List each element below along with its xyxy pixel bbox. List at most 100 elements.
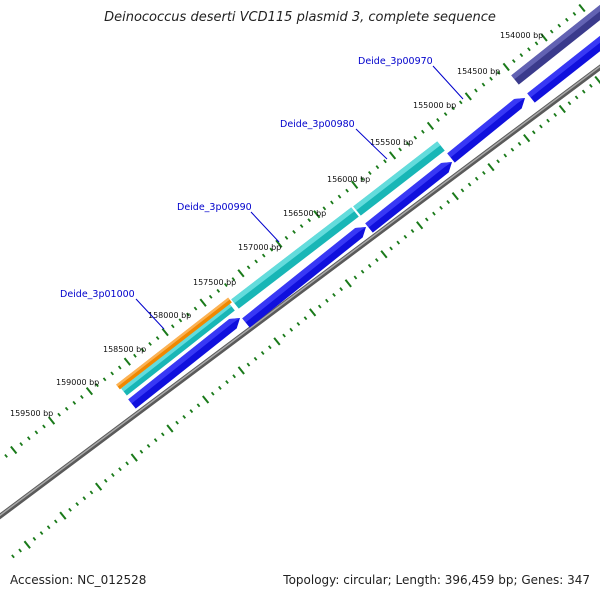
inner-track-tick bbox=[46, 525, 51, 530]
feature-group bbox=[116, 4, 600, 409]
inner-track-tick bbox=[237, 366, 245, 375]
inner-track-tick bbox=[574, 95, 579, 100]
outer-track-tick bbox=[481, 82, 486, 87]
gene-label[interactable]: Deide_3p01000 bbox=[60, 289, 135, 300]
inner-track-tick bbox=[360, 269, 365, 274]
inner-track-tick bbox=[344, 279, 352, 288]
inner-track-tick bbox=[589, 83, 593, 88]
inner-track-tick bbox=[558, 104, 566, 114]
cds-arrow-2-highlight bbox=[365, 162, 452, 228]
inner-track-tick bbox=[325, 298, 329, 303]
outer-track-tick bbox=[123, 357, 131, 366]
outer-track-tick bbox=[246, 265, 251, 270]
inner-track-tick bbox=[153, 438, 158, 443]
gene-band-3p00970-highlight bbox=[511, 4, 600, 80]
cds-arrow-1-highlight bbox=[447, 98, 525, 158]
inner-track-tick bbox=[139, 449, 144, 454]
backbone-line bbox=[0, 64, 600, 520]
gene-band-3p01000-highlight bbox=[121, 303, 232, 392]
outer-track-tick bbox=[261, 253, 266, 258]
outer-track-tick bbox=[199, 298, 207, 307]
tick-label: 159000 bp bbox=[56, 378, 99, 387]
inner-track-tick bbox=[567, 101, 572, 106]
outer-track-tick bbox=[80, 395, 84, 399]
accession-text: Accession: NC_012528 bbox=[10, 573, 147, 587]
inner-track-tick bbox=[53, 519, 58, 524]
inner-track-tick bbox=[467, 182, 472, 187]
inner-track-tick bbox=[517, 141, 522, 146]
gene-label[interactable]: Deide_3p00990 bbox=[177, 202, 252, 213]
inner-track-tick bbox=[410, 229, 415, 233]
inner-track-tick bbox=[546, 118, 550, 123]
cds-arrow-2 bbox=[365, 162, 452, 233]
inner-track-tick bbox=[289, 327, 294, 332]
gene-label-leader bbox=[250, 211, 280, 243]
inner-track-tick bbox=[260, 351, 265, 355]
outer-track-tick bbox=[275, 239, 283, 248]
inner-track-tick bbox=[111, 473, 115, 477]
outer-track-tick bbox=[398, 147, 402, 152]
outer-track-tick bbox=[64, 406, 69, 411]
inner-track-tick bbox=[166, 424, 174, 433]
inner-track-tick bbox=[273, 337, 281, 346]
outer-track-tick bbox=[110, 371, 115, 376]
inner-track-tick bbox=[89, 490, 94, 495]
inner-track-tick bbox=[125, 461, 129, 466]
outer-track-tick bbox=[140, 347, 145, 352]
outer-track-tick bbox=[534, 41, 539, 46]
outer-track-tick bbox=[549, 29, 554, 34]
cds-arrow-4 bbox=[128, 318, 240, 409]
inner-track-tick bbox=[367, 263, 372, 268]
inner-track-tick bbox=[451, 192, 459, 201]
outer-track-tick bbox=[284, 235, 289, 240]
outer-track-tick bbox=[216, 288, 221, 293]
outer-track-tick bbox=[360, 176, 365, 181]
inner-track-tick bbox=[380, 250, 388, 259]
outer-track-tick bbox=[511, 59, 516, 64]
outer-track-tick bbox=[95, 383, 99, 388]
inner-track-tick bbox=[510, 147, 515, 152]
inner-track-tick bbox=[68, 507, 72, 512]
gene-label[interactable]: Deide_3p00970 bbox=[358, 56, 433, 67]
outer-track-tick bbox=[117, 365, 122, 370]
cds-arrow-1 bbox=[447, 98, 525, 163]
tick-label: 154500 bp bbox=[457, 67, 500, 76]
gene-label-group: Deide_3p00970 Deide_3p00980 Deide_3p00990 D… bbox=[60, 56, 464, 330]
tick-track-group bbox=[4, 3, 600, 559]
inner-track-tick bbox=[75, 502, 80, 507]
outer-track-tick bbox=[34, 430, 39, 435]
tick-label: 156500 bp bbox=[283, 209, 326, 218]
outer-track-tick bbox=[148, 341, 152, 346]
outer-track-tick bbox=[527, 47, 531, 52]
gene-label[interactable]: Deide_3p00980 bbox=[280, 119, 355, 130]
outer-track-tick bbox=[426, 121, 435, 131]
inner-track-tick bbox=[446, 200, 451, 204]
inner-track-tick bbox=[439, 205, 443, 210]
inner-track-tick bbox=[389, 246, 393, 251]
outer-track-tick bbox=[178, 318, 183, 323]
inner-track-tick bbox=[375, 258, 379, 263]
outer-track-tick bbox=[322, 206, 327, 211]
cds-arrow-3-highlight bbox=[242, 227, 366, 323]
inner-track-tick bbox=[474, 176, 479, 181]
inner-track-tick bbox=[202, 395, 210, 404]
outer-track-tick bbox=[565, 17, 569, 22]
outer-track-tick bbox=[496, 70, 501, 75]
outer-track-tick bbox=[161, 328, 169, 337]
outer-track-tick bbox=[519, 53, 524, 58]
outer-track-tick bbox=[388, 151, 397, 160]
gene-label-leader bbox=[432, 65, 464, 100]
outer-track-tick bbox=[413, 135, 418, 140]
cds-arrow-4-highlight bbox=[128, 318, 240, 404]
inner-track-tick bbox=[175, 420, 179, 425]
cds-arrow-3 bbox=[242, 227, 366, 328]
inner-track-tick bbox=[160, 432, 165, 437]
outer-track-tick bbox=[254, 259, 258, 264]
gene-band-3p00980 bbox=[353, 141, 445, 216]
inner-track-tick bbox=[18, 548, 22, 553]
inner-track-tick bbox=[196, 403, 201, 408]
inner-track-tick bbox=[432, 211, 436, 216]
outer-track-tick bbox=[578, 3, 586, 13]
outer-track-tick bbox=[313, 210, 321, 219]
